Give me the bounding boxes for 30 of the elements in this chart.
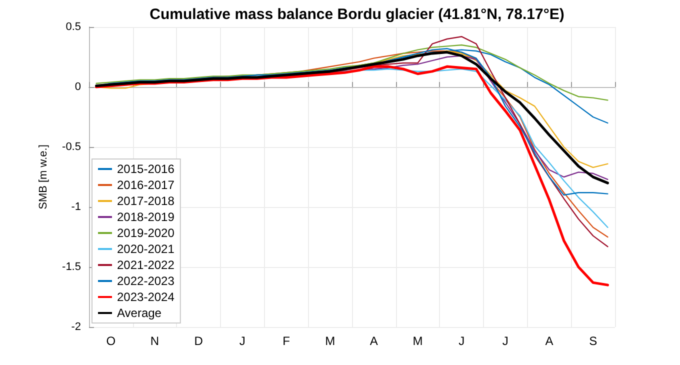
legend-label: 2015-2016 [117,162,175,176]
x-tick-label: N [150,334,160,348]
legend-label: 2017-2018 [117,194,175,208]
x-tick-label: A [370,334,378,348]
x-tick-label: M [325,334,336,348]
legend-label: Average [117,306,162,320]
legend-label: 2023-2024 [117,290,175,304]
x-tick-label: F [282,334,290,348]
legend-label: 2018-2019 [117,210,175,224]
y-tick-label: 0.5 [66,21,81,33]
y-tick-label: -2 [71,321,81,333]
y-tick-label: -0.5 [62,141,81,153]
x-tick-label: S [589,334,598,348]
x-tick-label: J [239,334,246,348]
y-tick-label: 0 [74,81,81,93]
chart-title: Cumulative mass balance Bordu glacier (41.81°N, 78.17°E) [150,6,564,23]
legend-label: 2020-2021 [117,242,175,256]
y-tick-label: -1.5 [62,261,81,273]
x-tick-label: J [502,334,508,348]
x-tick-label: D [194,334,204,348]
y-tick-label: -1 [71,201,81,213]
x-tick-label: M [412,334,423,348]
y-axis-title: SMB [m w.e.] [38,144,50,210]
legend-label: 2022-2023 [117,274,175,288]
legend-label: 2021-2022 [117,258,175,272]
x-tick-label: A [545,334,554,348]
legend-label: 2019-2020 [117,226,175,240]
x-tick-label: J [458,334,465,348]
x-tick-label: O [106,334,116,348]
legend-label: 2016-2017 [117,178,175,192]
